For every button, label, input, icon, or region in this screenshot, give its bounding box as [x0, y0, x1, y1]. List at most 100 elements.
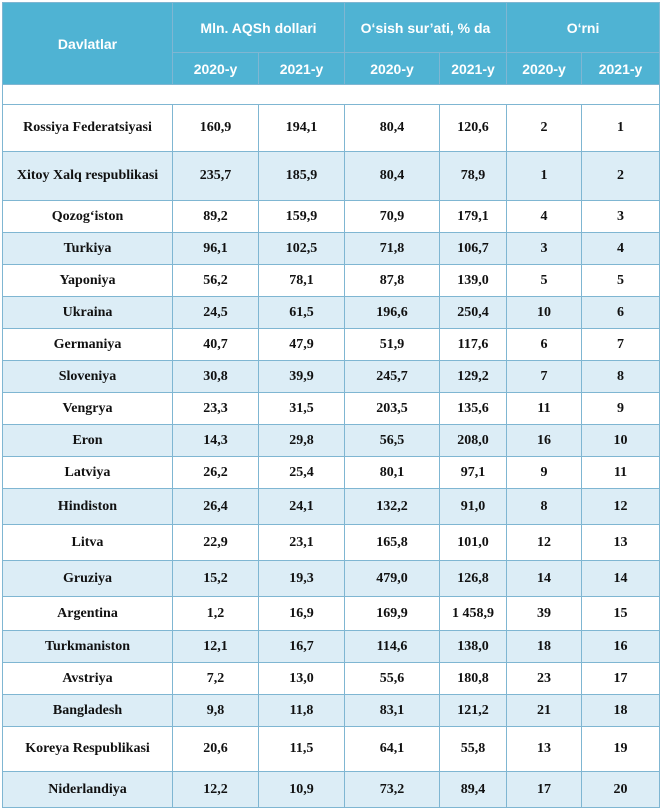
rank-2020-cell: 9	[506, 456, 583, 489]
value-2020-cell: 23,3	[172, 392, 259, 425]
country-cell: Sloveniya	[2, 360, 173, 393]
rank-2021-cell: 12	[581, 488, 661, 525]
value-2021-cell: 78,1	[258, 264, 345, 297]
value-2020-cell: 56,2	[172, 264, 259, 297]
rank-2020-cell: 5	[506, 264, 583, 297]
value-2021-cell: 16,7	[258, 630, 345, 663]
rank-2020-cell: 11	[506, 392, 583, 425]
rank-2021-cell: 8	[581, 360, 661, 393]
growth-2020-cell: 87,8	[344, 264, 440, 297]
value-2020-cell: 89,2	[172, 200, 259, 233]
table-row: Xitoy Xalq respublikasi 235,7 185,9 80,4 78,…	[2, 151, 661, 201]
growth-2020-cell: 196,6	[344, 296, 440, 329]
rank-2021-cell: 6	[581, 296, 661, 329]
growth-2021-cell: 55,8	[438, 726, 508, 772]
country-cell: Bangladesh	[2, 694, 173, 727]
rank-2020-cell: 3	[506, 232, 583, 265]
value-2020-cell: 15,2	[172, 560, 259, 597]
growth-2020-cell: 71,8	[344, 232, 440, 265]
rank-2021-cell: 7	[581, 328, 661, 361]
header-value-group: Mln. AQSh dollari	[172, 2, 345, 53]
value-2020-cell: 9,8	[172, 694, 259, 727]
country-cell: Rossiya Federatsiyasi	[2, 104, 173, 152]
growth-2021-cell: 126,8	[438, 560, 508, 597]
growth-2020-cell: 203,5	[344, 392, 440, 425]
table-row: Gruziya 15,2 19,3 479,0 126,8 14 14	[2, 560, 661, 597]
country-cell: Argentina	[2, 596, 173, 631]
rank-2021-cell: 18	[581, 694, 661, 727]
header-country: Davlatlar	[2, 2, 173, 85]
value-2021-cell: 11,5	[258, 726, 345, 772]
value-2021-cell: 159,9	[258, 200, 345, 233]
value-2021-cell: 47,9	[258, 328, 345, 361]
header-value-2021: 2021-y	[258, 52, 345, 85]
growth-2021-cell: 138,0	[438, 630, 508, 663]
growth-2020-cell: 169,9	[344, 596, 440, 631]
rank-2020-cell: 18	[506, 630, 583, 663]
header-growth-2021: 2021-y	[438, 52, 508, 85]
growth-2020-cell: 70,9	[344, 200, 440, 233]
growth-2020-cell: 56,5	[344, 424, 440, 457]
table-row: Litva 22,9 23,1 165,8 101,0 12 13	[2, 524, 661, 561]
country-cell: Latviya	[2, 456, 173, 489]
growth-2021-cell: 135,6	[438, 392, 508, 425]
rank-2020-cell: 14	[506, 560, 583, 597]
country-cell: Qozog‘iston	[2, 200, 173, 233]
table-row: Turkmaniston 12,1 16,7 114,6 138,0 18 16	[2, 630, 661, 663]
value-2020-cell: 14,3	[172, 424, 259, 457]
rank-2020-cell: 13	[506, 726, 583, 772]
spacer-cell	[1, 84, 661, 105]
rank-2021-cell: 19	[581, 726, 661, 772]
value-2020-cell: 22,9	[172, 524, 259, 561]
rank-2020-cell: 1	[506, 151, 583, 201]
value-2021-cell: 39,9	[258, 360, 345, 393]
rank-2021-cell: 17	[581, 662, 661, 695]
rank-2020-cell: 21	[506, 694, 583, 727]
value-2020-cell: 40,7	[172, 328, 259, 361]
country-cell: Avstriya	[2, 662, 173, 695]
rank-2021-cell: 14	[581, 560, 661, 597]
rank-2020-cell: 4	[506, 200, 583, 233]
header-growth-group: O‘sish sur’ati, % da	[343, 2, 508, 53]
table-row: Qozog‘iston 89,2 159,9 70,9 179,1 4 3	[2, 200, 661, 233]
value-2021-cell: 13,0	[258, 662, 345, 695]
growth-2021-cell: 91,0	[438, 488, 508, 525]
value-2021-cell: 194,1	[258, 104, 345, 152]
table-row: Sloveniya 30,8 39,9 245,7 129,2 7 8	[2, 360, 661, 393]
country-cell: Litva	[2, 524, 173, 561]
table-row: Ukraina 24,5 61,5 196,6 250,4 10 6	[2, 296, 661, 329]
growth-2020-cell: 80,4	[344, 151, 440, 201]
table-row: Eron 14,3 29,8 56,5 208,0 16 10	[2, 424, 661, 457]
value-2020-cell: 30,8	[172, 360, 259, 393]
rank-2020-cell: 8	[506, 488, 583, 525]
rank-2020-cell: 7	[506, 360, 583, 393]
value-2021-cell: 31,5	[258, 392, 345, 425]
country-cell: Vengrya	[2, 392, 173, 425]
rank-2021-cell: 3	[581, 200, 661, 233]
growth-2021-cell: 78,9	[438, 151, 508, 201]
country-cell: Koreya Respublikasi	[2, 726, 173, 772]
table-row: Argentina 1,2 16,9 169,9 1 458,9 39 15	[2, 596, 661, 631]
rank-2021-cell: 5	[581, 264, 661, 297]
growth-2021-cell: 106,7	[438, 232, 508, 265]
value-2020-cell: 160,9	[172, 104, 259, 152]
value-2020-cell: 7,2	[172, 662, 259, 695]
header-rank-2020: 2020-y	[506, 52, 583, 85]
growth-2021-cell: 250,4	[438, 296, 508, 329]
rank-2021-cell: 11	[581, 456, 661, 489]
rank-2021-cell: 1	[581, 104, 661, 152]
rank-2021-cell: 16	[581, 630, 661, 663]
rank-2021-cell: 13	[581, 524, 661, 561]
table-body: Rossiya Federatsiyasi 160,9 194,1 80,4 120,6…	[1, 84, 661, 808]
growth-2021-cell: 120,6	[438, 104, 508, 152]
country-cell: Gruziya	[2, 560, 173, 597]
table-row: Avstriya 7,2 13,0 55,6 180,8 23 17	[2, 662, 661, 695]
value-2021-cell: 23,1	[258, 524, 345, 561]
spacer-row	[1, 84, 661, 105]
value-2020-cell: 24,5	[172, 296, 259, 329]
growth-2020-cell: 80,4	[344, 104, 440, 152]
rank-2020-cell: 16	[506, 424, 583, 457]
country-cell: Turkmaniston	[2, 630, 173, 663]
rank-2021-cell: 4	[581, 232, 661, 265]
country-cell: Turkiya	[2, 232, 173, 265]
